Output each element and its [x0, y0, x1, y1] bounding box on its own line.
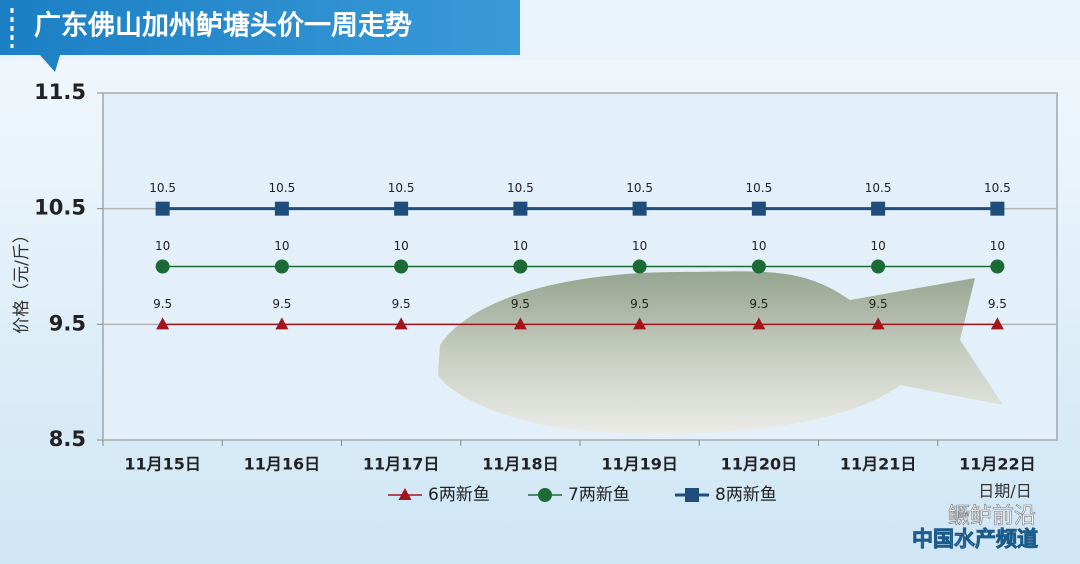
data-label: 9.5: [153, 297, 172, 311]
data-point: [751, 201, 766, 216]
data-label: 10: [393, 239, 408, 253]
watermark-account: 鳜鲈前沿: [948, 504, 1036, 529]
x-tick-label: 11月17日: [363, 455, 440, 474]
legend-marker: [538, 488, 552, 502]
data-point: [871, 201, 886, 216]
y-tick-label: 9.5: [49, 311, 86, 335]
data-label: 10.5: [269, 181, 296, 195]
data-point: [990, 317, 1004, 330]
data-label: 10.5: [746, 181, 773, 195]
data-point: [513, 317, 527, 330]
data-label: 9.5: [988, 297, 1007, 311]
title-banner: [0, 0, 520, 72]
data-label: 10: [274, 239, 289, 253]
data-label: 10: [632, 239, 647, 253]
data-point: [990, 259, 1005, 274]
data-point: [394, 317, 408, 330]
chart-title: 广东佛山加州鲈塘头价一周走势: [34, 10, 412, 42]
data-point: [513, 201, 528, 216]
data-label: 10: [870, 239, 885, 253]
x-tick-label: 11月20日: [721, 455, 798, 474]
data-label: 9.5: [272, 297, 291, 311]
data-point: [990, 201, 1005, 216]
data-label: 10: [155, 239, 170, 253]
data-point: [275, 317, 289, 330]
y-axis-label: 价格（元/斤）: [12, 226, 32, 334]
legend-label: 8两新鱼: [715, 485, 777, 505]
y-tick-label: 8.5: [49, 427, 86, 451]
data-label: 10.5: [149, 181, 176, 195]
x-tick-label: 11月18日: [482, 455, 559, 474]
data-point: [751, 259, 766, 274]
data-point: [871, 259, 886, 274]
data-point: [632, 201, 647, 216]
data-point: [633, 317, 647, 330]
data-point: [274, 201, 289, 216]
data-point: [155, 201, 170, 216]
data-point: [394, 259, 409, 274]
data-label: 10: [751, 239, 766, 253]
x-tick-label: 11月15日: [124, 455, 201, 474]
data-point: [155, 259, 170, 274]
legend-marker: [685, 488, 699, 502]
x-tick-label: 11月16日: [244, 455, 321, 474]
y-tick-label: 11.5: [34, 80, 86, 104]
data-point: [156, 317, 170, 330]
data-label: 10: [990, 239, 1005, 253]
y-tick-label: 10.5: [34, 196, 86, 220]
legend-marker: [398, 488, 412, 500]
data-point: [871, 317, 885, 330]
data-point: [274, 259, 289, 274]
x-tick-label: 11月22日: [959, 455, 1036, 474]
data-point: [632, 259, 647, 274]
data-label: 10: [513, 239, 528, 253]
data-point: [394, 201, 409, 216]
data-label: 10.5: [507, 181, 534, 195]
data-label: 10.5: [626, 181, 653, 195]
watermark-channel: 中国水产频道: [912, 527, 1038, 551]
data-label: 10.5: [865, 181, 892, 195]
x-tick-label: 11月19日: [601, 455, 678, 474]
x-axis-label: 日期/日: [978, 482, 1031, 501]
data-label: 9.5: [749, 297, 768, 311]
x-tick-label: 11月21日: [840, 455, 917, 474]
legend-label: 7两新鱼: [568, 485, 630, 505]
data-label: 9.5: [869, 297, 888, 311]
data-point: [513, 259, 528, 274]
legend-label: 6两新鱼: [428, 485, 490, 505]
data-label: 9.5: [392, 297, 411, 311]
data-label: 9.5: [511, 297, 530, 311]
data-label: 9.5: [630, 297, 649, 311]
fish-image: [438, 271, 1003, 435]
data-label: 10.5: [984, 181, 1011, 195]
data-label: 10.5: [388, 181, 415, 195]
data-point: [752, 317, 766, 330]
